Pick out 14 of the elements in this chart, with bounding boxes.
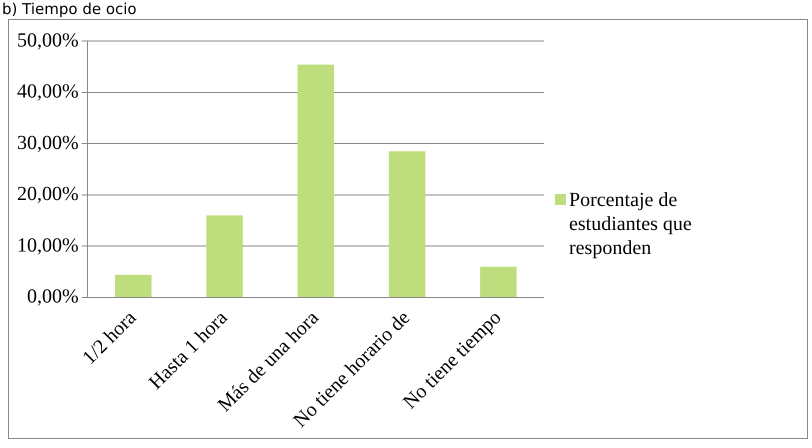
y-tick-label: 50,00% — [16, 29, 79, 52]
x-tick-label: 1/2 hora — [78, 306, 141, 369]
y-tick-label: 30,00% — [16, 132, 79, 154]
y-tick-label: 10,00% — [16, 234, 79, 256]
bar — [298, 64, 334, 297]
y-tick-label: 0,00% — [26, 286, 79, 308]
legend-label: Porcentaje de estudiantes que responden — [569, 188, 693, 260]
y-tick-label: 40,00% — [16, 80, 79, 103]
y-tick-label: 20,00% — [16, 183, 79, 206]
bar — [388, 151, 426, 297]
bar — [480, 266, 517, 297]
bar — [115, 274, 152, 297]
chart-title: b) Tiempo de ocio — [2, 0, 137, 18]
bar — [206, 215, 243, 297]
